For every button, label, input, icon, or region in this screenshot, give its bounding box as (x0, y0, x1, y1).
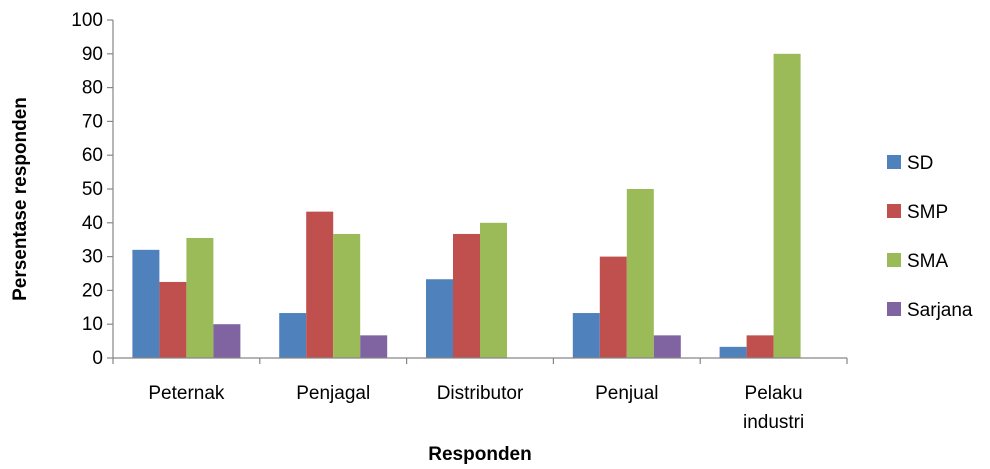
bar-sma-1 (186, 238, 214, 358)
legend: SD SMP SMA Sarjana (887, 153, 973, 321)
y-tick-label: 40 (82, 213, 103, 234)
bar-sma-5 (773, 53, 801, 359)
x-axis-categories: Peternak Penjagal Distributor Penjual Pelaku… (112, 358, 848, 433)
legend-label-sma: SMA (907, 251, 949, 272)
y-tick-label: 60 (82, 145, 103, 166)
bar-sarjana-2 (360, 335, 388, 358)
y-tick-label: 90 (82, 44, 103, 65)
y-tick-label: 10 (82, 314, 103, 335)
x-category-label: Distributor (437, 383, 524, 404)
bar-sma-2 (333, 233, 361, 358)
y-tick-label: 50 (82, 179, 103, 200)
y-tick-label: 80 (82, 78, 103, 99)
x-axis-title: Responden (428, 444, 531, 465)
legend-swatch-sd (887, 155, 901, 169)
bar-sd-2 (279, 313, 307, 358)
bar-sd-5 (719, 346, 747, 358)
bar-sma-4 (626, 189, 654, 358)
y-tick-label: 30 (82, 247, 103, 268)
x-category-label: Penjual (595, 383, 658, 404)
y-tick-label: 100 (71, 10, 103, 31)
bar-sd-3 (426, 279, 453, 358)
bar-sd-1 (132, 249, 160, 358)
y-axis-title: Persentase responden (10, 97, 31, 301)
bar-sd-4 (572, 313, 600, 358)
legend-swatch-sma (887, 253, 901, 267)
legend-swatch-smp (887, 204, 901, 218)
legend-label-smp: SMP (907, 202, 948, 223)
bar-smp-5 (746, 335, 774, 358)
x-category-label: Pelaku (745, 383, 803, 404)
y-tick-label: 20 (82, 280, 103, 301)
bar-sarjana-4 (653, 335, 681, 358)
bar-sma-3 (480, 222, 507, 358)
x-category-label: industri (743, 412, 804, 433)
legend-label-sd: SD (907, 153, 933, 174)
x-category-label: Peternak (148, 383, 225, 404)
legend-swatch-sarjana (887, 302, 901, 316)
y-axis-ticks: 0 10 20 30 40 50 60 70 80 90 100 (71, 10, 113, 369)
bar-smp-4 (599, 256, 627, 358)
bar-smp-1 (159, 281, 187, 358)
bar-sarjana-1 (213, 324, 241, 358)
legend-label-sarjana: Sarjana (907, 300, 973, 321)
bar-smp-3 (453, 233, 480, 358)
y-tick-label: 0 (92, 348, 103, 369)
y-tick-label: 70 (82, 111, 103, 132)
bar-smp-2 (306, 211, 334, 358)
bars (132, 53, 801, 359)
x-category-label: Penjagal (296, 383, 370, 404)
